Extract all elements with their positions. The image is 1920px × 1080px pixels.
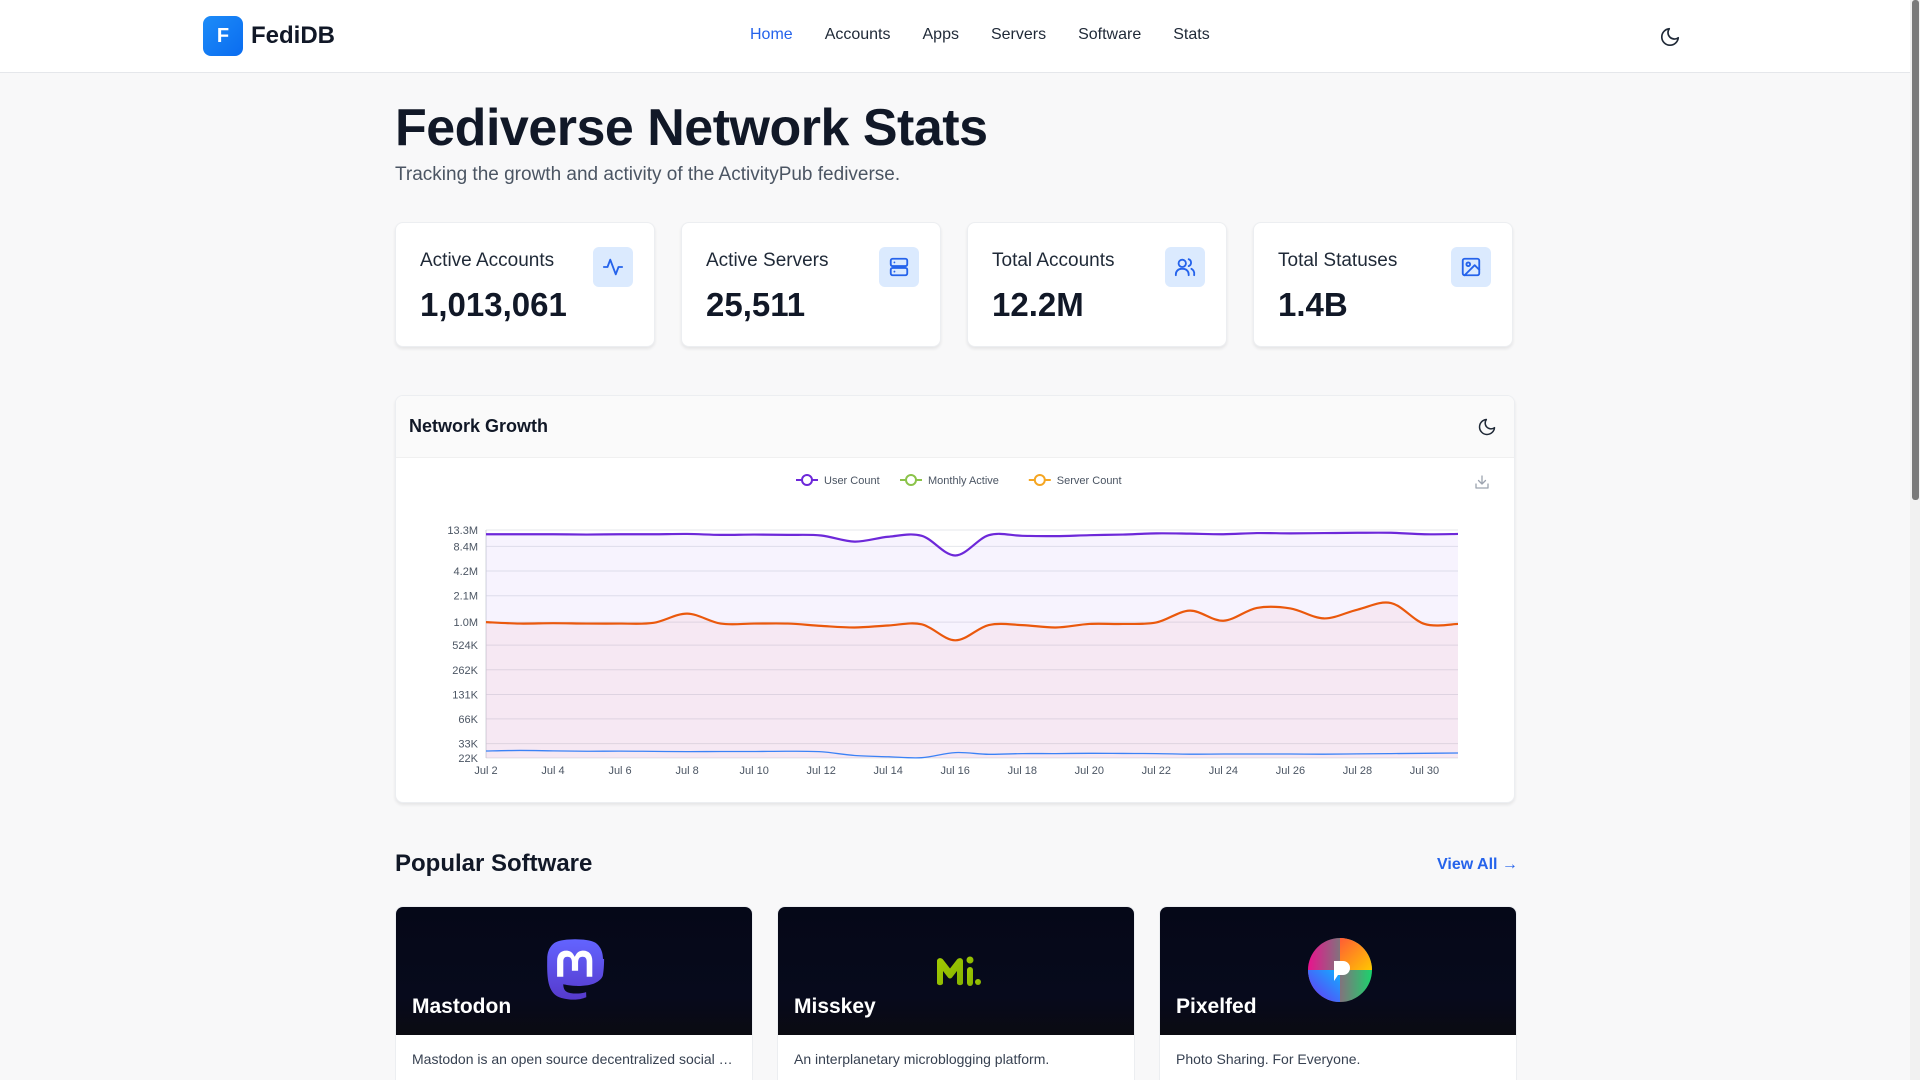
chart-theme-toggle-button[interactable] [1475,415,1499,439]
series-area-1 [486,602,1458,758]
theme-toggle-button[interactable] [1657,24,1683,50]
software-card-pixelfed[interactable]: Pixelfed Photo Sharing. For Everyone. [1159,906,1517,1080]
series-line-0[interactable] [486,531,1459,557]
y-tick-label: 66K [458,714,478,726]
moon-icon [1478,418,1496,436]
mastodon-logo-icon [547,939,605,1000]
series-line-2[interactable] [485,749,1459,759]
server-icon [879,247,919,287]
page-title: Fediverse Network Stats [395,99,988,157]
stat-value: 12.2M [992,286,1084,323]
software-description: An interplanetary microblogging platform… [794,1051,1050,1067]
x-tick-label: Jul 14 [874,765,903,777]
y-tick-label: 22K [458,753,478,765]
y-tick-label: 2.1M [454,591,478,603]
popular-software-title: Popular Software [395,850,593,877]
network-growth-chart: 13.3M 8.4M 4.2M 2.1M 1.0M 524K 262K 131K 66K 33K 2… [447,474,1489,777]
software-description: Photo Sharing. For Everyone. [1176,1051,1361,1067]
stat-card-total-accounts: Total Accounts 12.2M [967,222,1227,347]
software-description: Mastodon is an open source decentralized… [412,1051,738,1067]
svg-text:Server Count: Server Count [1057,475,1122,487]
users-icon [1165,247,1205,287]
nav-accounts[interactable]: Accounts [824,26,891,43]
y-tick-label: 131K [452,689,478,701]
brand-name: FediDB [251,22,335,49]
stat-value: 1,013,061 [420,286,567,323]
stat-card-active-servers: Active Servers 25,511 [681,222,941,347]
download-icon[interactable] [1475,475,1489,489]
stat-card-active-accounts: Active Accounts 1,013,061 [395,222,655,347]
stat-card-total-statuses: Total Statuses 1.4B [1253,222,1513,347]
x-tick-label: Jul 28 [1343,765,1372,777]
stat-label: Active Servers [706,250,829,271]
y-tick-label: 262K [452,665,478,677]
stat-label: Total Statuses [1278,250,1398,271]
y-tick-label: 4.2M [454,566,478,578]
series-area-0 [486,532,1458,758]
image-icon [1451,247,1491,287]
nav-apps[interactable]: Apps [922,26,959,43]
misskey-logo-icon [937,956,981,986]
x-tick-label: Jul 10 [739,765,768,777]
stat-label: Total Accounts [992,250,1115,271]
x-tick-label: Jul 2 [474,765,497,777]
x-tick-label: Jul 16 [941,765,970,777]
x-tick-label: Jul 12 [806,765,835,777]
nav-software[interactable]: Software [1078,26,1142,43]
software-name: Pixelfed [1176,995,1257,1018]
software-card-mastodon[interactable]: Mastodon Mastodon is an open source dece… [395,906,753,1080]
moon-icon [1660,27,1680,47]
software-name: Mastodon [412,995,512,1018]
scrollbar-thumb[interactable] [1912,0,1919,500]
page-subtitle: Tracking the growth and activity of the … [395,164,901,185]
chart-panel-title: Network Growth [409,416,549,436]
x-tick-label: Jul 4 [541,765,564,777]
x-tick-label: Jul 22 [1142,765,1171,777]
x-tick-label: Jul 8 [675,765,698,777]
y-tick-label: 8.4M [454,541,478,553]
svg-text:Monthly Active: Monthly Active [928,475,999,487]
legend-item-2[interactable]: Server Count [1028,474,1122,487]
y-tick-label: 1.0M [454,617,478,629]
x-tick-label: Jul 30 [1410,765,1439,777]
legend-item-0[interactable]: User Count [796,474,880,487]
x-tick-label: Jul 24 [1209,765,1238,777]
y-tick-label: 33K [458,739,478,751]
x-tick-label: Jul 18 [1008,765,1037,777]
x-tick-label: Jul 20 [1075,765,1104,777]
brand[interactable]: F FediDB [203,16,335,56]
legend-item-1[interactable]: Monthly Active [900,474,999,487]
stat-value: 1.4B [1278,286,1348,323]
stat-label: Active Accounts [420,250,555,271]
stats-row: Active Accounts 1,013,061 Active Servers… [395,222,1513,347]
software-card-misskey[interactable]: Misskey An interplanetary microblogging … [777,906,1135,1080]
scrollbar-track[interactable] [1910,0,1920,1080]
brand-logo-icon: F [203,16,243,56]
stat-value: 25,511 [706,286,806,323]
view-all-link[interactable]: View All → [1437,856,1518,873]
activity-icon [593,247,633,287]
main-nav: Home Accounts Apps Servers Software Stat… [750,26,1210,44]
software-name: Misskey [794,995,876,1018]
y-tick-label: 524K [452,640,478,652]
chart-panel-header: Network Growth [396,396,1514,458]
x-tick-label: Jul 6 [608,765,631,777]
nav-stats[interactable]: Stats [1173,26,1210,43]
x-tick-label: Jul 26 [1276,765,1305,777]
pixelfed-logo-icon [1308,938,1372,1002]
svg-text:User Count: User Count [824,475,880,487]
y-tick-label: 13.3M [447,525,478,537]
software-cards-row: Mastodon Mastodon is an open source dece… [395,906,1517,1080]
top-navbar: F FediDB Home Accounts Apps Servers Soft… [0,0,1910,73]
nav-home[interactable]: Home [750,26,793,43]
series-line-1[interactable] [485,601,1459,642]
nav-servers[interactable]: Servers [990,26,1047,43]
network-growth-panel: Network Growth 13.3M 8.4M 4.2M 2.1M 1.0M 524K… [395,395,1515,803]
